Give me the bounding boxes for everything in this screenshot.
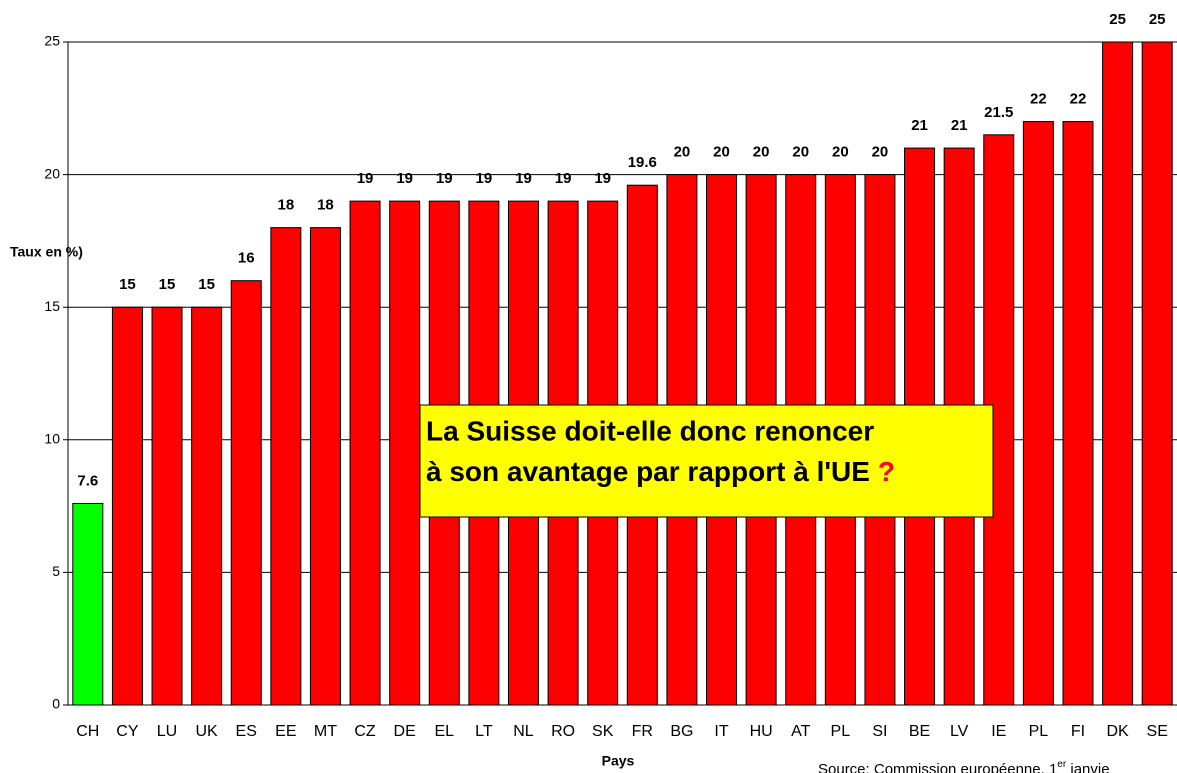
bar (309, 227, 341, 706)
bar (389, 200, 421, 706)
x-tick-label: CY (116, 723, 139, 740)
value-label: 15 (119, 276, 136, 293)
y-tick-label: 15 (44, 298, 60, 314)
value-label: 25 (1109, 11, 1126, 28)
x-tick-label: DE (394, 723, 416, 740)
value-label: 18 (317, 197, 334, 214)
x-tick-label: EE (275, 723, 296, 740)
bar (191, 306, 223, 706)
x-tick-label: SI (872, 723, 887, 740)
bar (230, 280, 262, 706)
value-label: 15 (198, 276, 215, 293)
x-tick-label: AT (791, 723, 810, 740)
bar (1141, 41, 1173, 706)
x-tick-label: BG (670, 723, 693, 740)
source: Source: Commission européenne, 1er janvi… (818, 759, 1110, 773)
value-label: 20 (674, 144, 691, 161)
value-label: 19 (515, 170, 532, 187)
value-label: 25 (1149, 11, 1166, 28)
x-tick-label: PL (831, 723, 851, 740)
value-label: 20 (872, 144, 889, 161)
bar (111, 306, 143, 706)
x-tick-label: CH (76, 723, 99, 740)
value-label: 18 (277, 197, 294, 214)
x-tick-label: SE (1147, 723, 1168, 740)
value-label: 21.5 (984, 104, 1013, 121)
bar (1022, 121, 1054, 706)
x-tick-label: FI (1071, 723, 1085, 740)
y-tick-label: 25 (44, 33, 60, 49)
source-superscript: er (1057, 759, 1067, 770)
value-label: 20 (753, 144, 770, 161)
annotation-line: à son avantage par rapport à l'UE? (426, 456, 895, 487)
x-tick-label: ES (236, 723, 257, 740)
value-label: 19 (476, 170, 493, 187)
y-tick-label: 0 (52, 696, 60, 712)
y-axis-label: Taux en %) (10, 244, 83, 260)
annotation-mark: ? (878, 456, 895, 487)
value-label: 19.6 (628, 154, 657, 171)
x-tick-label: LU (157, 723, 177, 740)
annotation-box (419, 404, 994, 518)
x-tick-label: NL (513, 723, 534, 740)
value-label: 19 (357, 170, 374, 187)
x-tick-label: IT (714, 723, 728, 740)
value-label: 19 (396, 170, 413, 187)
value-label: 19 (555, 170, 572, 187)
x-tick-label: IE (991, 723, 1006, 740)
bar (72, 502, 104, 706)
y-tick-label: 10 (44, 431, 60, 447)
bar (270, 227, 302, 706)
bar (1062, 121, 1094, 706)
x-tick-label: EL (434, 723, 454, 740)
value-label: 22 (1030, 91, 1047, 108)
value-label: 19 (436, 170, 453, 187)
x-tick-label: SK (592, 723, 614, 740)
x-tick-label: FR (632, 723, 653, 740)
value-label: 21 (951, 117, 968, 134)
x-tick-label: LT (475, 723, 493, 740)
value-label: 16 (238, 250, 255, 267)
bar (1102, 41, 1134, 706)
x-tick-label: HU (750, 723, 773, 740)
x-tick-label: RO (551, 723, 575, 740)
x-tick-label: MT (314, 723, 337, 740)
x-tick-label: BE (909, 723, 930, 740)
y-tick-label: 5 (52, 563, 60, 579)
bar (151, 306, 183, 706)
value-label: 15 (159, 276, 176, 293)
x-tick-label: PL (1029, 723, 1049, 740)
annotation-line: La Suisse doit-elle donc renoncer (426, 415, 874, 446)
value-label: 20 (713, 144, 730, 161)
x-tick-label: UK (196, 723, 219, 740)
source-after: janvie (1066, 761, 1109, 773)
annotation-text: à son avantage par rapport à l'UE (426, 456, 870, 487)
source-text: Source: Commission européenne, 1 (818, 761, 1057, 773)
x-axis-label: Pays (602, 753, 635, 769)
x-tick-label: LV (950, 723, 969, 740)
value-label: 7.6 (77, 472, 98, 489)
x-tick-label: CZ (354, 723, 376, 740)
bar (349, 200, 381, 706)
value-label: 20 (832, 144, 849, 161)
value-label: 21 (911, 117, 928, 134)
value-label: 22 (1070, 91, 1087, 108)
y-tick-label: 20 (44, 165, 60, 181)
value-label: 19 (594, 170, 611, 187)
x-tick-label: DK (1106, 723, 1129, 740)
value-label: 20 (792, 144, 809, 161)
